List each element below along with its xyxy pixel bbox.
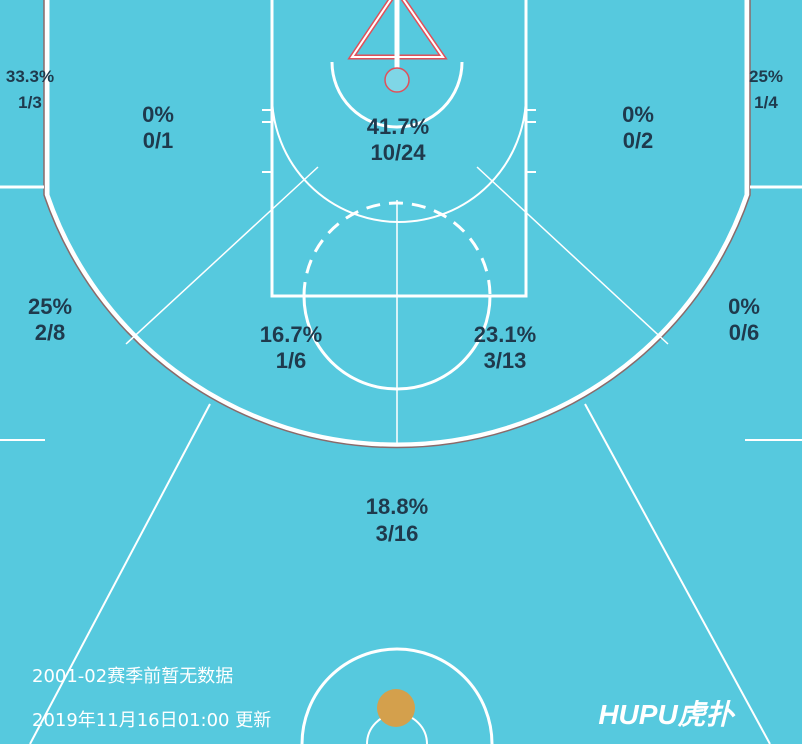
svg-text:0/6: 0/6 (729, 320, 760, 345)
zone-right-wing-3: 0% 0/6 (728, 294, 760, 345)
svg-text:1/4: 1/4 (754, 93, 778, 112)
svg-text:3/16: 3/16 (376, 521, 419, 546)
no-data-note: 2001-02赛季前暂无数据 (32, 666, 233, 687)
zone-top-of-key-3: 18.8% 3/16 (366, 494, 428, 546)
basket (347, 0, 448, 93)
svg-text:0/1: 0/1 (143, 128, 174, 153)
svg-text:3/13: 3/13 (484, 348, 527, 373)
zone-right-baseline-mid: 0% 0/2 (622, 102, 654, 153)
svg-text:33.3%: 33.3% (6, 67, 54, 86)
zone-right-elbow-mid: 23.1% 3/13 (474, 322, 536, 373)
svg-text:10/24: 10/24 (370, 140, 426, 165)
svg-text:16.7%: 16.7% (260, 322, 322, 347)
rim-icon (384, 67, 410, 93)
zone-paint: 41.7% 10/24 (367, 114, 429, 165)
svg-text:1/3: 1/3 (18, 93, 42, 112)
svg-text:25%: 25% (749, 67, 783, 86)
svg-text:0%: 0% (728, 294, 760, 319)
svg-text:18.8%: 18.8% (366, 494, 428, 519)
svg-text:41.7%: 41.7% (367, 114, 429, 139)
svg-text:25%: 25% (28, 294, 72, 319)
svg-text:0%: 0% (142, 102, 174, 127)
zone-left-elbow-mid: 16.7% 1/6 (260, 322, 322, 373)
update-time: 2019年11月16日01:00 更新 (32, 710, 271, 731)
svg-text:0/2: 0/2 (623, 128, 654, 153)
zone-left-wing-3: 25% 2/8 (28, 294, 72, 345)
svg-text:0%: 0% (622, 102, 654, 127)
basketball-icon (377, 689, 415, 727)
hupu-logo: HUPU虎扑 (598, 699, 735, 730)
zone-left-corner-3: 33.3% 1/3 (6, 67, 54, 112)
zone-right-corner-3: 25% 1/4 (749, 67, 783, 112)
svg-text:23.1%: 23.1% (474, 322, 536, 347)
svg-text:2/8: 2/8 (35, 320, 66, 345)
zone-left-baseline-mid: 0% 0/1 (142, 102, 174, 153)
svg-text:1/6: 1/6 (276, 348, 307, 373)
